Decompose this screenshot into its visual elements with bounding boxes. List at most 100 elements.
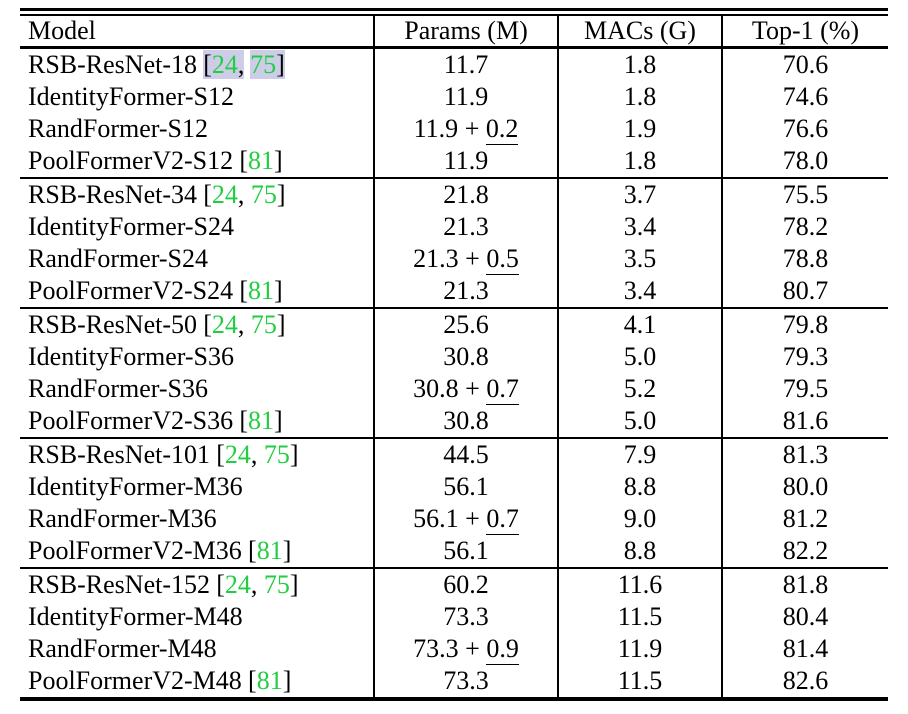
plus-separator: + [458, 114, 486, 143]
citation-close-bracket: ] [276, 180, 286, 209]
model-name: IdentityFormer-M48 [28, 602, 243, 631]
params-value: 56.1 [443, 472, 489, 501]
params-value: 44.5 [443, 440, 489, 469]
params-value: 21.3 [443, 212, 489, 241]
model-name: IdentityFormer-M36 [28, 472, 243, 501]
macs-cell: 4.1 [557, 307, 722, 341]
params-value: 11.9 [413, 114, 459, 143]
params-value: 73.3 [443, 602, 489, 631]
citation-open-bracket: [ [216, 570, 225, 599]
table-row: RandFormer-M48 73.3 + 0.9 11.9 81.4 [20, 633, 888, 665]
citation-number[interactable]: 24 [224, 440, 251, 469]
citation-open-bracket: [ [239, 406, 249, 435]
citation-number[interactable]: 81 [256, 666, 283, 695]
citation-link[interactable]: [24, 75] [203, 310, 285, 339]
model-cell: RandFormer-S24 [20, 243, 374, 275]
top1-cell: 81.3 [721, 437, 888, 471]
citation-link[interactable]: [81] [239, 276, 282, 305]
params-value: 56.1 [413, 504, 459, 533]
citation-number[interactable]: 81 [248, 276, 275, 305]
table-row: RandFormer-S24 21.3 + 0.5 3.5 78.8 [20, 243, 888, 275]
model-name: RandFormer-S24 [28, 244, 209, 273]
model-name: RandFormer-S36 [28, 374, 209, 403]
macs-cell: 8.8 [557, 471, 722, 503]
top1-cell: 79.8 [721, 307, 888, 341]
top-double-rule [20, 8, 888, 16]
table-row: PoolFormerV2-M36 [81] 56.1 8.8 82.2 [20, 535, 888, 568]
table-row: PoolFormerV2-S12 [81] 11.9 1.8 78.0 [20, 145, 888, 178]
citation-link[interactable]: [81] [248, 536, 291, 565]
params-cell: 21.8 [373, 177, 558, 211]
macs-cell: 3.5 [557, 243, 722, 275]
model-name: PoolFormerV2-M48 [28, 666, 242, 695]
params-value: 11.9 [443, 146, 489, 175]
params-value: 60.2 [443, 570, 489, 599]
citation-number[interactable]: 75 [250, 180, 277, 209]
params-value: 11.9 [443, 82, 489, 111]
citation-number[interactable]: 81 [256, 536, 283, 565]
citation-open-bracket: [ [239, 276, 249, 305]
citation-number[interactable]: 81 [248, 146, 275, 175]
citation-link[interactable]: [81] [239, 146, 282, 175]
citation-link[interactable]: [81] [239, 406, 282, 435]
citation-number[interactable]: 75 [263, 570, 290, 599]
citation-link[interactable]: [24, 75] [203, 50, 285, 79]
plus-separator: + [458, 504, 487, 533]
citation-number[interactable]: 75 [250, 50, 277, 79]
model-name: RSB-ResNet-50 [28, 310, 197, 339]
header-row: Model Params (M) MACs (G) Top-1 (%) [20, 16, 888, 49]
model-cell: RSB-ResNet-50 [24, 75] [20, 307, 374, 341]
citation-number[interactable]: 24 [224, 570, 251, 599]
citation-link[interactable]: [81] [248, 666, 291, 695]
params-cell: 30.8 [373, 341, 558, 373]
params-value: 56.1 [443, 536, 489, 565]
params-cell: 11.9 [373, 145, 558, 178]
table-row: RandFormer-S12 11.9 + 0.2 1.9 76.6 [20, 113, 888, 145]
table-row: IdentityFormer-S24 21.3 3.4 78.2 [20, 211, 888, 243]
citation-number[interactable]: 24 [211, 310, 238, 339]
model-name: RandFormer-M36 [28, 504, 217, 533]
plus-separator: + [458, 244, 487, 273]
params-value: 21.3 [413, 244, 459, 273]
table-row: PoolFormerV2-M48 [81] 73.3 11.5 82.6 [20, 665, 888, 697]
model-cell: IdentityFormer-S36 [20, 341, 374, 373]
model-cell: IdentityFormer-S24 [20, 211, 374, 243]
model-cell: RandFormer-M36 [20, 503, 374, 535]
column-header-params: Params (M) [373, 16, 558, 49]
params-cell: 11.7 [373, 47, 558, 81]
plus-separator: + [458, 374, 487, 403]
table-row: PoolFormerV2-S24 [81] 21.3 3.4 80.7 [20, 275, 888, 308]
citation-number[interactable]: 75 [250, 310, 277, 339]
citation-link[interactable]: [24, 75] [203, 180, 285, 209]
citation-number[interactable]: 75 [263, 440, 290, 469]
citation-close-bracket: ] [276, 310, 286, 339]
citation-close-bracket: ] [289, 440, 299, 469]
model-cell: PoolFormerV2-S24 [81] [20, 275, 374, 308]
macs-cell: 5.0 [557, 341, 722, 373]
model-name: PoolFormerV2-S24 [28, 276, 234, 305]
citation-link[interactable]: [24, 75] [216, 440, 298, 469]
citation-separator: , [237, 180, 251, 209]
table-body: RSB-ResNet-18 [24, 75] 11.7 1.8 70.6 IdentityF… [20, 47, 888, 697]
column-header-macs: MACs (G) [557, 16, 722, 49]
top1-cell: 81.4 [721, 633, 888, 665]
params-cell: 30.8 + 0.7 [373, 373, 558, 405]
citation-number[interactable]: 81 [248, 406, 275, 435]
citation-number[interactable]: 24 [211, 50, 238, 79]
citation-close-bracket: ] [274, 406, 283, 435]
params-cell: 56.1 [373, 535, 558, 568]
top1-cell: 81.6 [721, 405, 888, 438]
params-cell: 11.9 [373, 81, 558, 113]
citation-number[interactable]: 24 [211, 180, 238, 209]
plus-separator: + [458, 634, 487, 663]
model-name: RSB-ResNet-34 [28, 180, 197, 209]
params-cell: 30.8 [373, 405, 558, 438]
model-comparison-table: Model Params (M) MACs (G) Top-1 (%) RSB-… [20, 16, 888, 697]
params-value: 11.7 [443, 50, 489, 79]
table-row: IdentityFormer-M36 56.1 8.8 80.0 [20, 471, 888, 503]
macs-cell: 3.4 [557, 211, 722, 243]
params-cell: 73.3 + 0.9 [373, 633, 558, 665]
params-cell: 56.1 [373, 471, 558, 503]
citation-link[interactable]: [24, 75] [216, 570, 298, 599]
macs-cell: 11.5 [557, 601, 722, 633]
